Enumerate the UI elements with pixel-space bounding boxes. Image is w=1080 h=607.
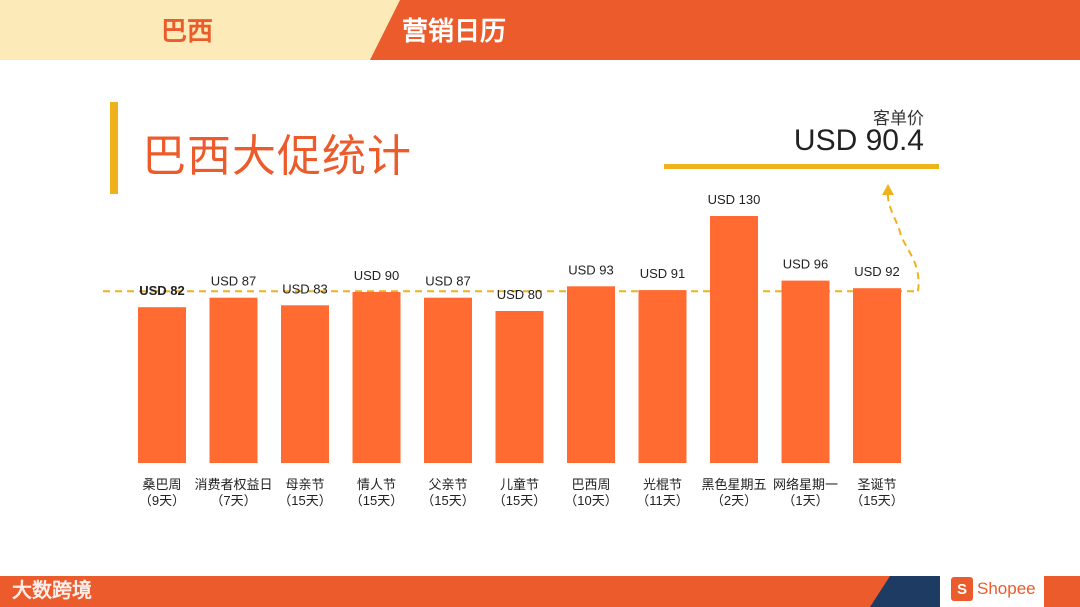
bar [209,297,258,463]
x-category-label: 网络星期一 [773,477,838,492]
bar-value-label: USD 83 [282,281,328,296]
watermark: 大数跨境 [12,574,92,603]
bar-value-label: USD 93 [568,262,614,277]
bar-value-label: USD 82 [139,283,185,298]
bar-value-label: USD 130 [708,192,761,207]
arrow-head-icon [882,184,894,195]
x-category-label: 父亲节 [428,477,467,492]
bar-value-label: USD 91 [640,266,686,281]
header-left-panel [0,0,400,60]
reference-curve-arrow [886,187,920,292]
bar-value-label: USD 96 [783,257,829,272]
bar [781,280,830,463]
x-duration-label: （15天） [493,493,546,508]
x-duration-label: （1天） [782,493,828,508]
header-title: 营销日历 [402,16,507,46]
header-country-label: 巴西 [161,16,214,46]
bar [138,307,186,463]
x-duration-label: （2天） [711,493,757,508]
shopee-logo: S Shopee [951,577,1036,601]
bar-value-label: USD 80 [497,287,543,302]
x-category-label: 巴西周 [571,477,610,492]
bar [495,311,544,463]
bar-value-label: USD 92 [854,264,900,279]
shopee-logo-text: Shopee [977,579,1036,598]
bar [352,292,401,463]
header-right-panel [370,0,1080,60]
header-bar: 巴西 营销日历 [0,0,1080,60]
x-category-label: 情人节 [357,477,396,492]
x-category-label: 黑色星期五 [701,477,766,492]
bar-value-label: USD 90 [354,268,400,283]
page-title: 巴西大促统计 [142,132,412,181]
title-accent-bar [110,102,118,194]
watermark-text: 大数跨境 [12,580,92,602]
x-duration-label: （11天） [636,493,689,508]
bar [567,286,615,463]
x-category-label: 光棍节 [643,477,682,492]
bar [638,290,687,463]
x-duration-label: （10天） [564,493,617,508]
x-duration-label: （15天） [421,493,474,508]
x-category-label: 儿童节 [500,477,539,492]
x-duration-label: （9天） [139,493,185,508]
x-duration-label: （15天） [350,493,403,508]
x-category-label: 消费者权益日 [194,477,272,492]
aov-underline [664,164,939,169]
bar [424,297,472,463]
x-duration-label: （15天） [850,493,903,508]
bar-value-label: USD 87 [425,274,471,289]
x-category-label: 圣诞节 [857,477,896,492]
x-category-label: 母亲节 [285,477,324,492]
x-duration-label: （15天） [278,493,331,508]
aov-label: 客单价 [873,109,924,128]
bar [281,305,329,463]
aov-value: USD 90.4 [793,124,924,157]
x-duration-label: （7天） [210,493,256,508]
shopee-bag-icon: S [951,577,973,601]
bar [853,288,901,463]
bar [710,216,758,463]
x-category-label: 桑巴周 [142,477,181,492]
bar-value-label: USD 87 [211,274,257,289]
